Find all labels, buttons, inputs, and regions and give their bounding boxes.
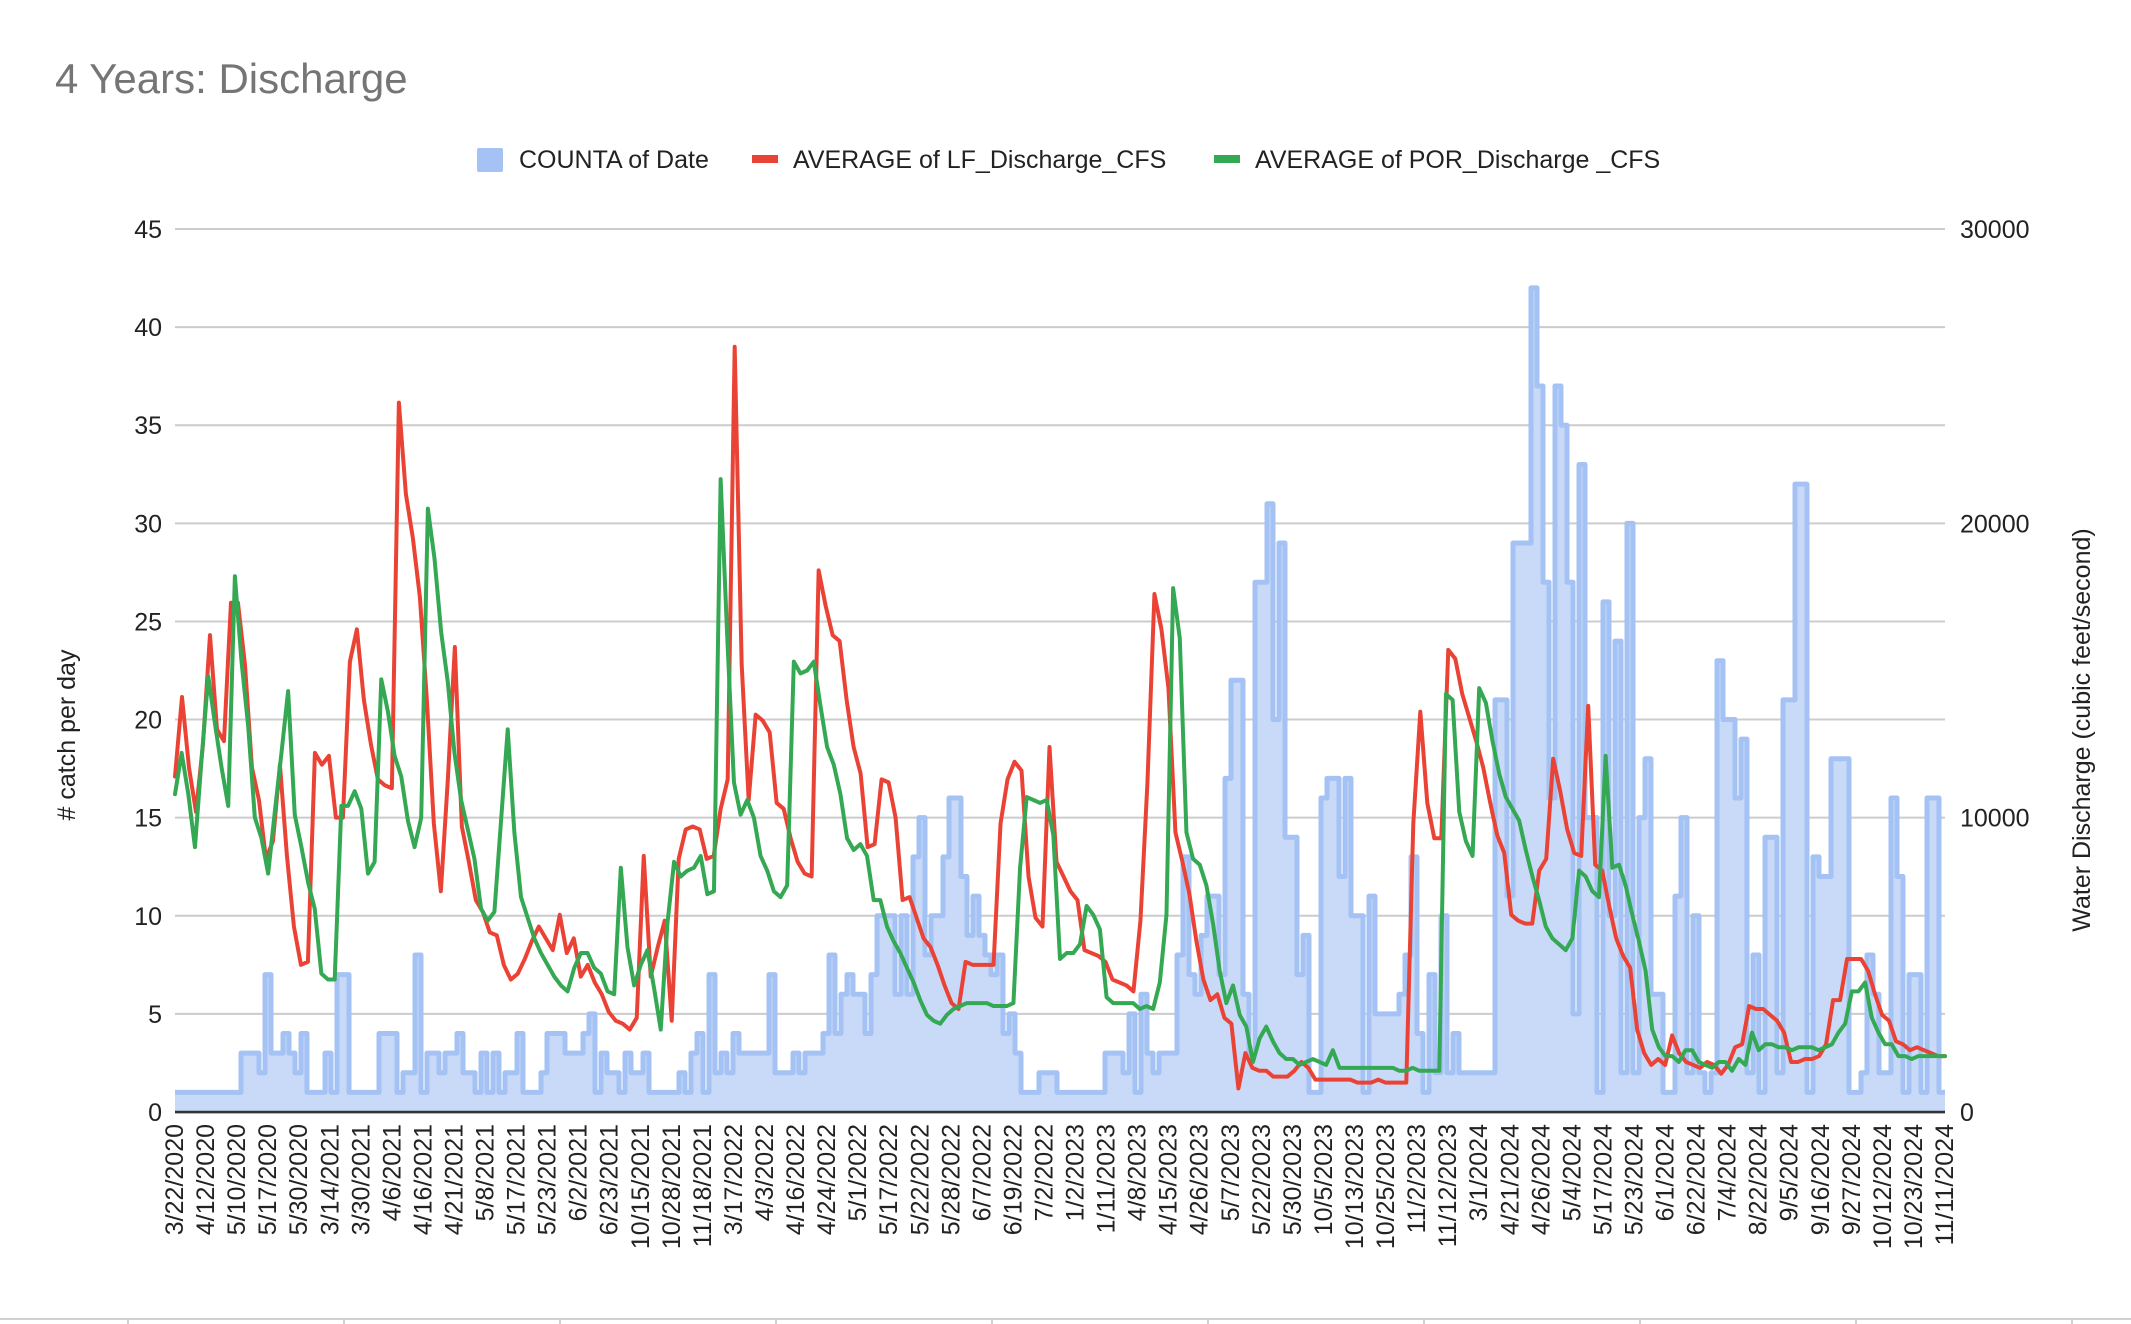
x-tick-label: 5/7/2023 (1217, 1124, 1245, 1221)
legend-item-counta[interactable]: COUNTA of Date (477, 146, 709, 174)
legend: COUNTA of Date AVERAGE of LF_Discharge_C… (477, 146, 1660, 174)
legend-swatch-por-discharge (1214, 155, 1240, 163)
legend-item-por-discharge[interactable]: AVERAGE of POR_Discharge _CFS (1214, 146, 1660, 174)
line-series-por-discharge (173, 477, 1947, 1073)
right-axis-title: Water Discharge (cubic feet/second) (2068, 528, 2096, 931)
left-tick-label: 30 (134, 510, 162, 538)
x-tick-label: 10/5/2023 (1310, 1124, 1338, 1235)
x-tick-label: 6/23/2021 (596, 1124, 624, 1235)
legend-swatch-lf-discharge (752, 155, 778, 163)
line-series-lf-discharge (173, 344, 1947, 1091)
x-tick-label: 11/11/2024 (1931, 1124, 1959, 1246)
x-tick-label: 5/23/2021 (534, 1124, 562, 1235)
x-tick-label: 1/11/2023 (1093, 1124, 1121, 1233)
x-tick-label: 6/7/2022 (968, 1124, 996, 1221)
x-tick-label: 8/22/2024 (1745, 1124, 1773, 1235)
x-tick-label: 3/1/2024 (1465, 1124, 1493, 1221)
x-tick-label: 10/15/2021 (627, 1124, 655, 1249)
x-tick-label: 5/17/2021 (503, 1124, 531, 1235)
x-tick-label: 4/16/2022 (782, 1124, 810, 1235)
x-tick-label: 5/22/2023 (1248, 1124, 1276, 1235)
x-tick-label: 4/3/2022 (751, 1124, 779, 1221)
x-tick-label: 5/30/2023 (1279, 1124, 1307, 1235)
x-tick-label: 3/17/2022 (720, 1124, 748, 1235)
right-tick-label: 30000 (1960, 216, 2030, 244)
gridlines (175, 228, 1945, 1114)
x-tick-label: 5/23/2024 (1620, 1124, 1648, 1235)
x-tick-label: 3/22/2020 (161, 1124, 189, 1235)
x-tick-label: 5/28/2022 (937, 1124, 965, 1235)
x-tick-label: 4/8/2023 (1124, 1124, 1152, 1221)
x-tick-label: 9/27/2024 (1838, 1124, 1866, 1235)
x-tick-label: 7/2/2022 (1030, 1124, 1058, 1221)
x-tick-label: 5/17/2024 (1589, 1124, 1617, 1235)
x-tick-label: 4/6/2021 (378, 1124, 406, 1221)
left-tick-label: 0 (148, 1099, 162, 1127)
x-tick-label: 5/30/2020 (285, 1124, 313, 1235)
x-tick-label: 9/16/2024 (1807, 1124, 1835, 1235)
left-axis-title: # catch per day (53, 649, 81, 820)
x-tick-label: 4/21/2021 (440, 1124, 468, 1235)
left-tick-label: 5 (148, 1001, 162, 1029)
x-tick-label: 6/1/2024 (1652, 1124, 1680, 1221)
right-tick-label: 10000 (1960, 805, 2030, 833)
x-tick-label: 5/10/2020 (223, 1124, 251, 1235)
x-tick-label: 1/2/2023 (1062, 1124, 1090, 1221)
x-tick-label: 5/1/2022 (844, 1124, 872, 1221)
x-tick-label: 4/12/2020 (192, 1124, 220, 1235)
x-tick-label: 4/16/2021 (409, 1124, 437, 1235)
left-tick-label: 20 (134, 707, 162, 735)
line-series-layer (173, 344, 1947, 1091)
sheet-tab-bar (0, 1318, 2131, 1324)
x-tick-label: 4/21/2024 (1496, 1124, 1524, 1235)
left-axis-ticks: 0 5 10 15 20 25 30 35 40 45 (134, 216, 162, 1127)
x-tick-label: 6/2/2021 (565, 1124, 593, 1221)
x-tick-label: 4/15/2023 (1155, 1124, 1183, 1235)
area-outline-counta (175, 285, 1945, 1095)
x-tick-label: 11/18/2021 (689, 1124, 717, 1247)
x-tick-label: 4/26/2023 (1186, 1124, 1214, 1235)
x-tick-label: 4/24/2022 (813, 1124, 841, 1235)
x-tick-label: 11/2/2023 (1403, 1124, 1431, 1233)
legend-label-por-discharge: AVERAGE of POR_Discharge _CFS (1255, 146, 1660, 174)
x-tick-label: 5/4/2024 (1558, 1124, 1586, 1221)
right-axis-ticks: 0 10000 20000 30000 (1960, 216, 2030, 1127)
left-tick-label: 35 (134, 412, 162, 440)
x-tick-label: 11/12/2023 (1434, 1124, 1462, 1247)
x-tick-label: 10/13/2023 (1341, 1124, 1369, 1249)
right-tick-label: 20000 (1960, 510, 2030, 538)
x-tick-label: 6/19/2022 (999, 1124, 1027, 1235)
x-tick-label: 5/17/2022 (875, 1124, 903, 1235)
x-tick-label: 10/12/2024 (1869, 1124, 1897, 1249)
x-tick-label: 3/30/2021 (347, 1124, 375, 1235)
x-tick-label: 5/8/2021 (472, 1124, 500, 1221)
left-tick-label: 15 (134, 805, 162, 833)
area-fill-counta (175, 287, 1945, 1112)
x-tick-label: 5/22/2022 (906, 1124, 934, 1235)
legend-item-lf-discharge[interactable]: AVERAGE of LF_Discharge_CFS (752, 146, 1166, 174)
x-tick-label: 3/14/2021 (316, 1124, 344, 1235)
x-tick-label: 10/23/2024 (1900, 1124, 1928, 1249)
x-tick-label: 9/5/2024 (1776, 1124, 1804, 1221)
x-tick-label: 10/28/2021 (658, 1124, 686, 1249)
legend-swatch-counta (477, 148, 503, 172)
left-tick-label: 40 (134, 314, 162, 342)
left-tick-label: 25 (134, 608, 162, 636)
x-tick-label: 4/26/2024 (1527, 1124, 1555, 1235)
x-tick-label: 7/4/2024 (1714, 1124, 1742, 1221)
x-tick-label: 6/22/2024 (1683, 1124, 1711, 1235)
left-tick-label: 45 (134, 216, 162, 244)
chart-title: 4 Years: Discharge (55, 55, 408, 102)
area-series-counta (175, 285, 1945, 1114)
x-tick-label: 10/25/2023 (1372, 1124, 1400, 1249)
legend-label-lf-discharge: AVERAGE of LF_Discharge_CFS (793, 146, 1166, 174)
x-axis-ticks: 3/22/2020 4/12/2020 5/10/2020 5/17/2020 5/30… (161, 1124, 1959, 1249)
x-tick-label: 5/17/2020 (254, 1124, 282, 1235)
left-tick-label: 10 (134, 903, 162, 931)
right-tick-label: 0 (1960, 1099, 1974, 1127)
legend-label-counta: COUNTA of Date (519, 146, 709, 174)
